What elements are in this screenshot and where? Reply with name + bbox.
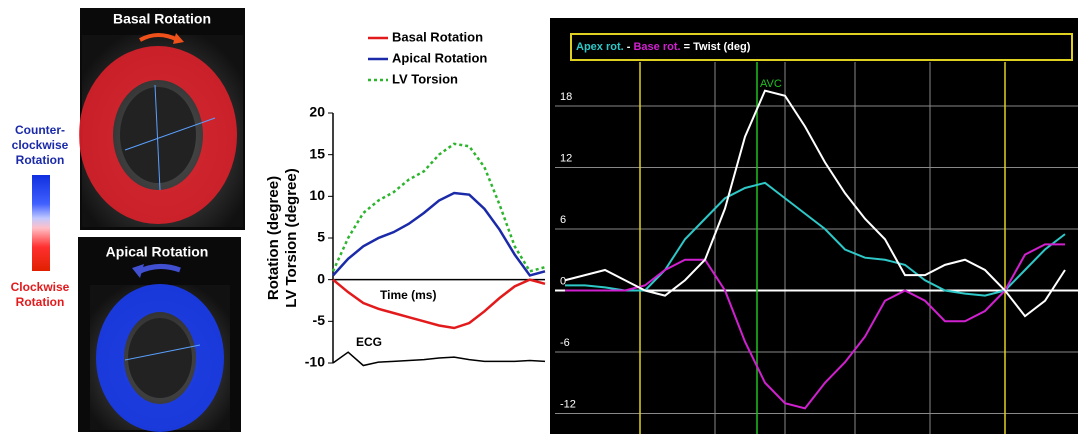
series-line bbox=[333, 193, 545, 276]
legend-label: - bbox=[627, 41, 631, 53]
cw-label: Clockwise bbox=[11, 280, 70, 294]
y-tick-label: 18 bbox=[560, 91, 572, 103]
y-tick-label: -12 bbox=[560, 398, 576, 410]
apical-title: Apical Rotation bbox=[106, 244, 209, 260]
cw-label: Rotation bbox=[16, 295, 65, 309]
y-axis-label: Rotation (degree) bbox=[265, 176, 282, 300]
y-tick-label: 15 bbox=[309, 145, 325, 161]
basal-echo-image bbox=[80, 8, 245, 230]
legend: Apex rot. - Base rot. = Twist (deg) bbox=[576, 41, 751, 53]
y-tick-label: 5 bbox=[317, 229, 325, 245]
series-line bbox=[333, 352, 545, 365]
legend-label: = bbox=[684, 41, 690, 53]
legend-label: Apex rot. bbox=[576, 41, 624, 53]
basal-title: Basal Rotation bbox=[113, 11, 211, 27]
monitor-background bbox=[550, 18, 1078, 434]
y-tick-label: 20 bbox=[309, 104, 325, 120]
color-bar bbox=[32, 175, 50, 271]
x-axis-label: Time (ms) bbox=[380, 288, 436, 302]
legend-label: LV Torsion bbox=[392, 71, 458, 86]
ccw-label: Counter- bbox=[15, 123, 65, 137]
event-label: AVC bbox=[760, 78, 782, 90]
y-tick-label: 0 bbox=[317, 270, 325, 286]
ccw-label: Rotation bbox=[16, 153, 65, 167]
apical-echo-image bbox=[78, 237, 241, 432]
y-axis-label: LV Torsion (degree) bbox=[283, 168, 300, 307]
ecg-label: ECG bbox=[356, 335, 382, 349]
y-tick-label: 6 bbox=[560, 214, 566, 226]
y-tick-label: -5 bbox=[313, 312, 326, 328]
y-tick-label: -6 bbox=[560, 337, 570, 349]
y-tick-label: -10 bbox=[305, 354, 325, 370]
ccw-label: clockwise bbox=[12, 138, 69, 152]
legend-label: Basal Rotation bbox=[392, 29, 483, 44]
figure: Basal Rotation Apical Rotation Counter- … bbox=[0, 0, 1078, 434]
series-line bbox=[333, 280, 545, 328]
y-tick-label: 10 bbox=[309, 187, 325, 203]
legend-label: Base rot. bbox=[633, 41, 680, 53]
y-tick-label: 12 bbox=[560, 152, 572, 164]
legend-label: Apical Rotation bbox=[392, 50, 487, 65]
legend-label: Twist (deg) bbox=[693, 41, 751, 53]
